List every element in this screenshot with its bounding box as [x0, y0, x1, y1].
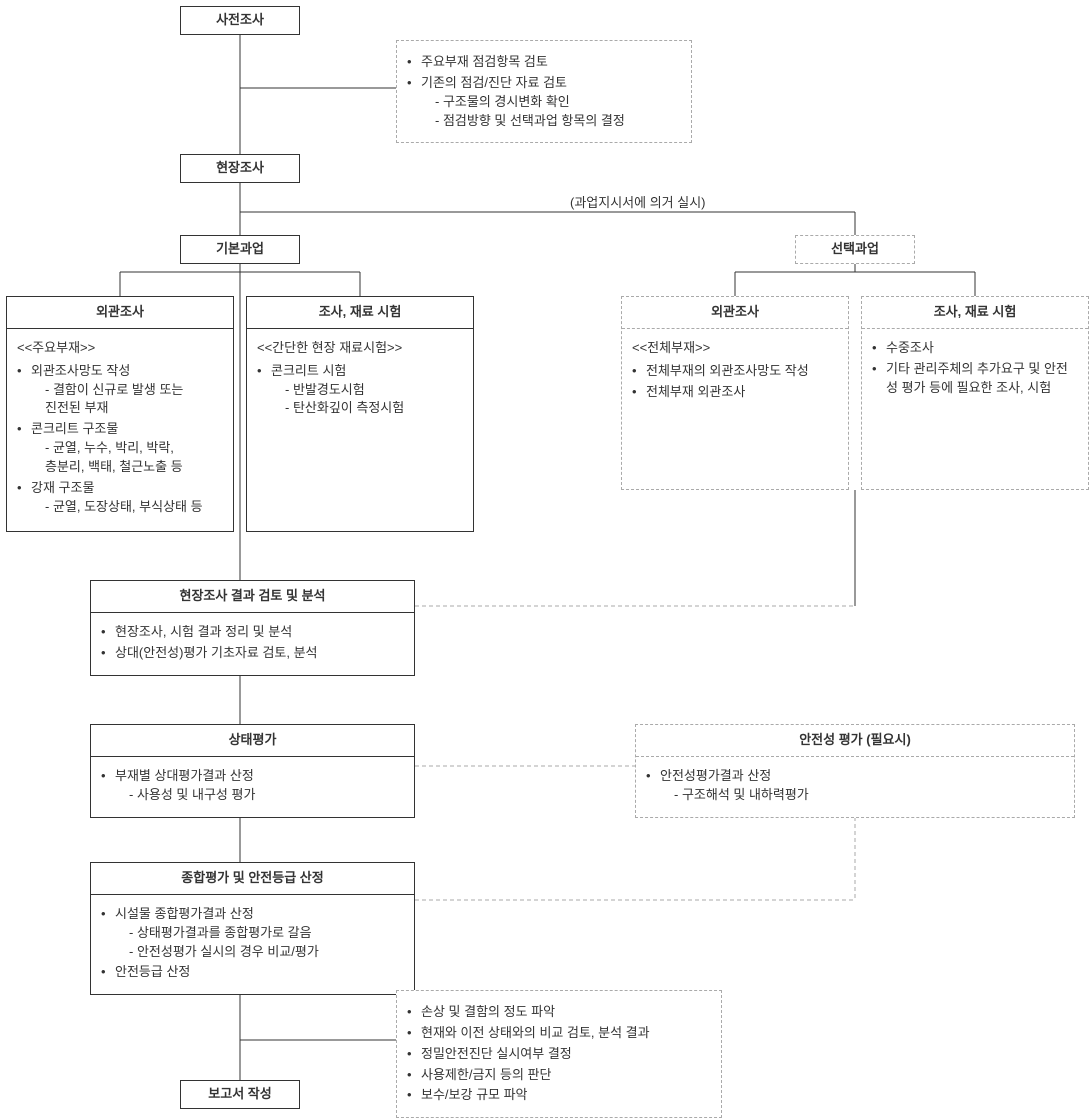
optional-note: (과업지시서에 의거 실시)	[570, 194, 705, 213]
subtitle: <<전체부재>>	[632, 339, 838, 358]
node-field-survey: 현장조사	[180, 154, 300, 183]
label: 기본과업	[216, 241, 264, 256]
panel-title: 안전성 평가 (필요시)	[636, 725, 1074, 757]
node-pre-survey: 사전조사	[180, 6, 300, 35]
panel-title: 조사, 재료 시험	[247, 297, 473, 329]
subtitle: <<주요부재>>	[17, 339, 223, 358]
label: 현장조사	[216, 160, 264, 175]
note-pre-survey-details: 주요부재 점검항목 검토 기존의 점검/진단 자료 검토 - 구조물의 경시변화…	[396, 40, 692, 143]
panel-title: 조사, 재료 시험	[862, 297, 1088, 329]
node-basic-task: 기본과업	[180, 235, 300, 264]
node-optional-task: 선택과업	[795, 235, 915, 264]
panel-title: 상태평가	[91, 725, 414, 757]
text: - 점검방향 및 선택과업 항목의 결정	[421, 112, 677, 131]
panel-left-visual: 외관조사 <<주요부재>> 외관조사망도 작성 - 결함이 신규로 발생 또는 …	[6, 296, 234, 532]
panel-right-material: 조사, 재료 시험 수중조사 기타 관리주체의 추가요구 및 안전성 평가 등에…	[861, 296, 1089, 490]
panel-safety-eval: 안전성 평가 (필요시) 안전성평가결과 산정 - 구조해석 및 내하력평가	[635, 724, 1075, 818]
panel-condition-eval: 상태평가 부재별 상대평가결과 산정 - 사용성 및 내구성 평가	[90, 724, 415, 818]
panel-analysis: 현장조사 결과 검토 및 분석 현장조사, 시험 결과 정리 및 분석 상대(안…	[90, 580, 415, 676]
text: 주요부재 점검항목 검토	[421, 54, 548, 69]
panel-left-material: 조사, 재료 시험 <<간단한 현장 재료시험>> 콘크리트 시험 - 반발경도…	[246, 296, 474, 532]
label: 선택과업	[831, 241, 879, 256]
subtitle: <<간단한 현장 재료시험>>	[257, 339, 463, 358]
label: 사전조사	[216, 12, 264, 27]
text: 기존의 점검/진단 자료 검토	[421, 75, 567, 90]
label: 보고서 작성	[208, 1086, 271, 1101]
panel-overall-eval: 종합평가 및 안전등급 산정 시설물 종합평가결과 산정 - 상태평가결과를 종…	[90, 862, 415, 995]
panel-title: 종합평가 및 안전등급 산정	[91, 863, 414, 895]
panel-right-visual: 외관조사 <<전체부재>> 전체부재의 외관조사망도 작성 전체부재 외관조사	[621, 296, 849, 490]
text: - 구조물의 경시변화 확인	[421, 93, 677, 112]
panel-title: 현장조사 결과 검토 및 분석	[91, 581, 414, 613]
note-report-details: 손상 및 결함의 정도 파악 현재와 이전 상태와의 비교 검토, 분석 결과 …	[396, 990, 722, 1118]
panel-title: 외관조사	[622, 297, 848, 329]
flowchart-canvas: 사전조사 주요부재 점검항목 검토 기존의 점검/진단 자료 검토 - 구조물의…	[0, 0, 1092, 1109]
node-report: 보고서 작성	[180, 1080, 300, 1109]
panel-title: 외관조사	[7, 297, 233, 329]
